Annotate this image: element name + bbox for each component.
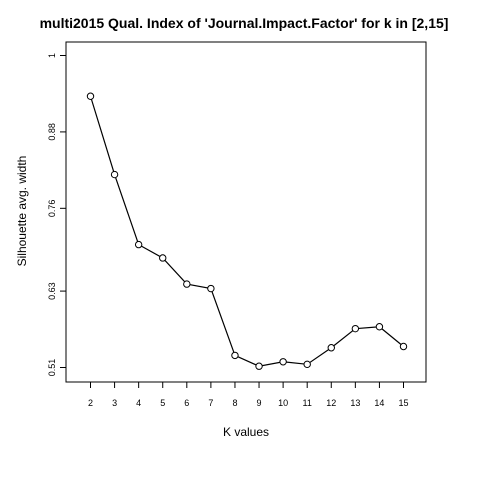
y-tick-label: 0.88: [47, 123, 57, 141]
y-axis: 0.51 0.63 0.76 0.88 1: [47, 53, 67, 377]
y-tick-label: 1: [47, 53, 57, 58]
x-tick-label: 5: [160, 398, 165, 408]
data-point: [279, 358, 287, 366]
data-series: [86, 92, 408, 370]
data-point: [351, 324, 360, 333]
x-tick-label: 12: [326, 398, 336, 408]
data-point: [86, 92, 95, 100]
x-tick-label: 7: [208, 398, 213, 408]
chart-title: multi2015 Qual. Index of 'Journal.Impact…: [40, 15, 449, 31]
data-point: [231, 351, 239, 360]
x-tick-label: 11: [303, 398, 312, 408]
y-tick-label: 0.51: [47, 359, 57, 377]
x-tick-label: 13: [350, 398, 360, 408]
x-tick-label: 14: [374, 398, 384, 408]
x-tick-label: 2: [88, 398, 93, 408]
x-tick-label: 10: [278, 398, 288, 408]
x-tick-label: 3: [112, 398, 117, 408]
x-tick-label: 4: [136, 398, 141, 408]
series-line: [89, 96, 404, 367]
x-tick-label: 6: [184, 398, 189, 408]
plot-frame: [65, 41, 427, 383]
data-point: [303, 360, 311, 369]
y-axis-label: Silhouette avg. width: [15, 156, 29, 267]
data-point: [399, 342, 408, 351]
data-point: [207, 284, 215, 293]
y-tick-label: 0.76: [47, 200, 57, 218]
x-axis: 2 3 4 5 6 7 8 9 10 11 12 13 14 15: [88, 381, 409, 408]
x-tick-label: 9: [257, 398, 262, 408]
data-point: [183, 280, 191, 288]
y-tick-label: 0.63: [47, 282, 57, 300]
data-point: [375, 323, 384, 331]
data-point: [255, 362, 263, 370]
x-axis-label: K values: [223, 425, 269, 439]
x-tick-label: 15: [398, 398, 408, 408]
data-point: [327, 344, 335, 352]
data-point: [159, 254, 167, 262]
data-point: [134, 240, 143, 249]
data-point: [110, 170, 119, 179]
x-tick-label: 8: [232, 398, 237, 408]
